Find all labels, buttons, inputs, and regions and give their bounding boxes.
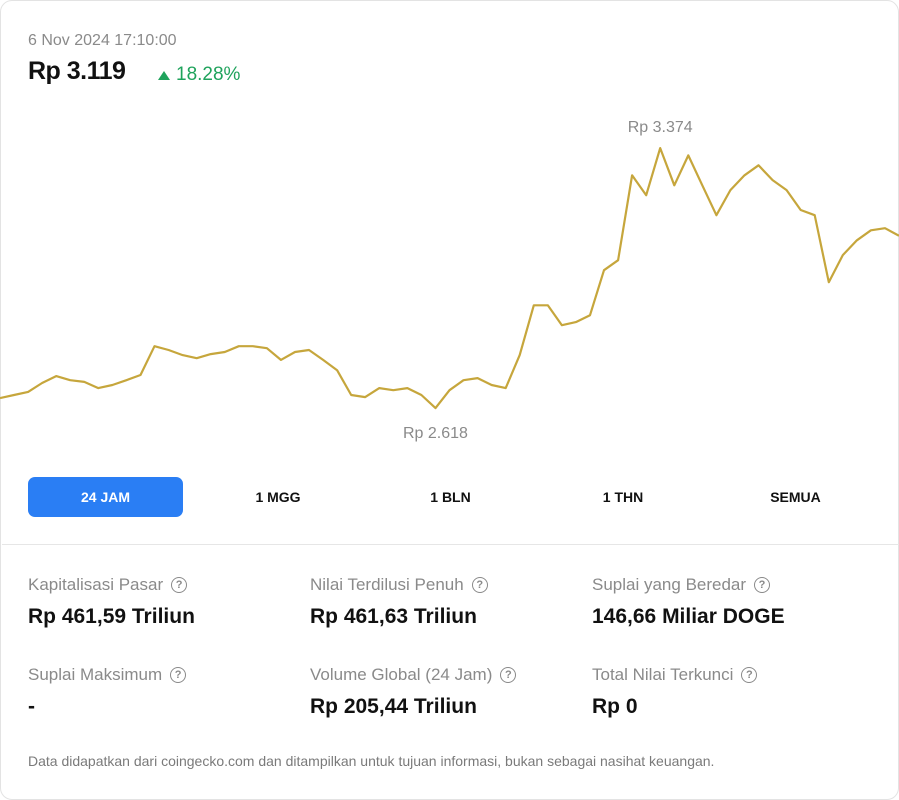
stat: Suplai yang Beredar? 146,66 Miliar DOGE <box>592 575 785 629</box>
stat-label: Kapitalisasi Pasar? <box>28 575 195 595</box>
stat-value: - <box>28 695 35 718</box>
range-tab[interactable]: 24 JAM <box>28 477 183 517</box>
stat: Kapitalisasi Pasar? Rp 461,59 Triliun <box>28 575 195 629</box>
stat-value: 146,66 Miliar DOGE <box>592 605 785 628</box>
range-tabs: 24 JAM 1 MGG 1 BLN 1 THN SEMUA <box>28 477 873 517</box>
price-line <box>0 147 899 410</box>
help-icon[interactable]: ? <box>500 667 517 683</box>
stat-label-text: Suplai yang Beredar <box>592 575 747 594</box>
stat-label: Suplai Maksimum? <box>28 665 187 685</box>
stat-value: Rp 0 <box>592 695 638 718</box>
stat: Suplai Maksimum? - <box>28 665 187 719</box>
stat-value: Rp 205,44 Triliun <box>310 695 477 718</box>
help-icon[interactable]: ? <box>754 577 771 593</box>
help-icon[interactable]: ? <box>471 577 488 593</box>
range-tab[interactable]: 1 THN <box>602 489 644 505</box>
range-tab[interactable]: 1 BLN <box>430 489 471 505</box>
stat-value: Rp 461,63 Triliun <box>310 605 477 628</box>
timestamp: 6 Nov 2024 17:10:00 <box>28 32 177 49</box>
stat-value: Rp 461,59 Triliun <box>28 605 195 628</box>
help-icon[interactable]: ? <box>170 667 187 683</box>
range-tab[interactable]: 1 MGG <box>255 489 301 505</box>
price: Rp 3.119 <box>28 57 126 85</box>
range-tab[interactable]: SEMUA <box>770 489 821 505</box>
high-label: Rp 3.374 <box>628 119 693 136</box>
divider <box>2 544 899 545</box>
price-chart: Rp 3.374 Rp 2.618 <box>0 119 899 442</box>
stat-label-text: Nilai Terdilusi Penuh <box>310 575 464 594</box>
stat: Total Nilai Terkunci? Rp 0 <box>592 665 758 719</box>
price-change: 18.28% <box>158 64 240 86</box>
change-text: 18.28% <box>176 64 241 85</box>
stat-label: Nilai Terdilusi Penuh? <box>310 575 488 595</box>
low-label: Rp 2.618 <box>403 425 468 442</box>
stat-label-text: Total Nilai Terkunci <box>592 665 734 684</box>
stat-label-text: Volume Global (24 Jam) <box>310 665 493 684</box>
stat: Volume Global (24 Jam)? Rp 205,44 Triliun <box>310 665 517 719</box>
stat: Nilai Terdilusi Penuh? Rp 461,63 Triliun <box>310 575 488 629</box>
help-icon[interactable]: ? <box>741 667 758 683</box>
up-arrow <box>158 70 170 80</box>
stat-label: Suplai yang Beredar? <box>592 575 785 595</box>
stat-label-text: Suplai Maksimum <box>28 665 163 684</box>
help-icon[interactable]: ? <box>171 577 188 593</box>
footer-note: Data didapatkan dari coingecko.com dan d… <box>28 753 715 769</box>
stat-label: Total Nilai Terkunci? <box>592 665 758 685</box>
stat-label-text: Kapitalisasi Pasar <box>28 575 164 594</box>
stat-label: Volume Global (24 Jam)? <box>310 665 517 685</box>
